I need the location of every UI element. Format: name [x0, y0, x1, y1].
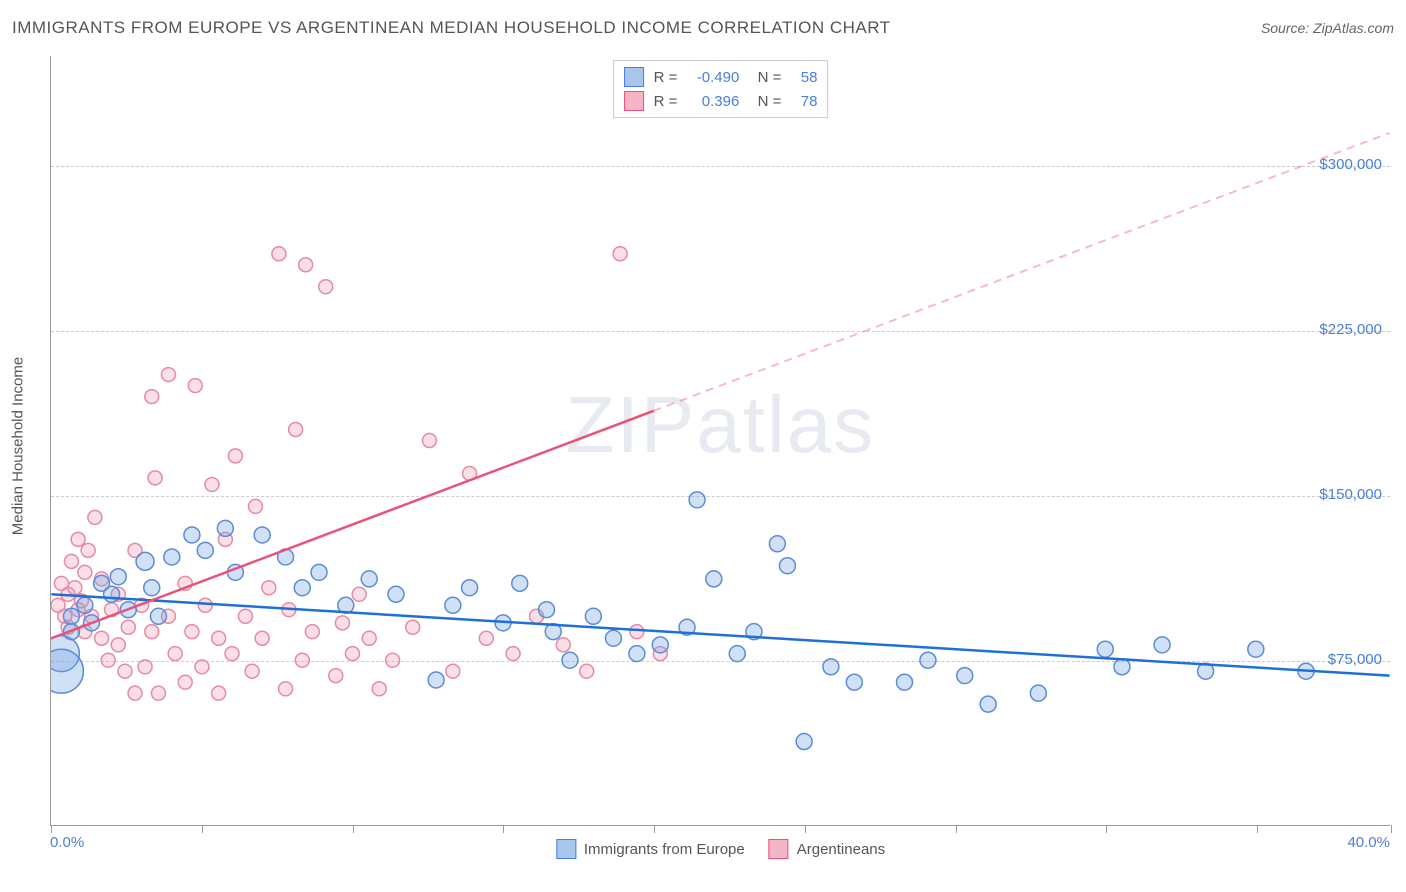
y-tick-label: $300,000 — [1319, 156, 1382, 173]
r-label: R = — [654, 93, 678, 110]
x-tick — [1391, 825, 1392, 833]
legend-swatch — [624, 67, 644, 87]
chart-header: IMMIGRANTS FROM EUROPE VS ARGENTINEAN ME… — [12, 18, 1394, 38]
x-tick — [1257, 825, 1258, 833]
plot-svg — [51, 56, 1390, 825]
gridline — [51, 166, 1390, 167]
y-tick-label: $150,000 — [1319, 486, 1382, 503]
watermark: ZIPatlas — [566, 379, 875, 471]
r-value: -0.490 — [687, 69, 739, 86]
x-tick — [1106, 825, 1107, 833]
legend-swatch — [624, 91, 644, 111]
y-tick-label: $225,000 — [1319, 321, 1382, 338]
x-max-label: 40.0% — [1347, 834, 1390, 851]
x-tick — [353, 825, 354, 833]
gridline — [51, 496, 1390, 497]
chart-source: Source: ZipAtlas.com — [1261, 20, 1394, 36]
n-value: 58 — [791, 69, 817, 86]
y-tick-label: $75,000 — [1328, 651, 1382, 668]
r-value: 0.396 — [687, 93, 739, 110]
gridline — [51, 661, 1390, 662]
x-min-label: 0.0% — [50, 834, 84, 851]
legend-row: R = 0.396 N = 78 — [624, 89, 818, 113]
x-axis-labels: 0.0% 40.0% — [50, 834, 1390, 864]
gridline — [51, 331, 1390, 332]
plot-area: ZIPatlas R = -0.490 N = 58R = 0.396 N = … — [50, 56, 1390, 826]
correlation-legend: R = -0.490 N = 58R = 0.396 N = 78 — [613, 60, 829, 118]
x-tick — [51, 825, 52, 833]
n-value: 78 — [791, 93, 817, 110]
x-tick — [503, 825, 504, 833]
x-tick — [202, 825, 203, 833]
n-label: N = — [749, 93, 781, 110]
r-label: R = — [654, 69, 678, 86]
x-tick — [805, 825, 806, 833]
x-tick — [956, 825, 957, 833]
y-axis-label: Median Household Income — [10, 357, 27, 535]
n-label: N = — [749, 69, 781, 86]
legend-row: R = -0.490 N = 58 — [624, 65, 818, 89]
chart-title: IMMIGRANTS FROM EUROPE VS ARGENTINEAN ME… — [12, 18, 891, 38]
x-tick — [654, 825, 655, 833]
